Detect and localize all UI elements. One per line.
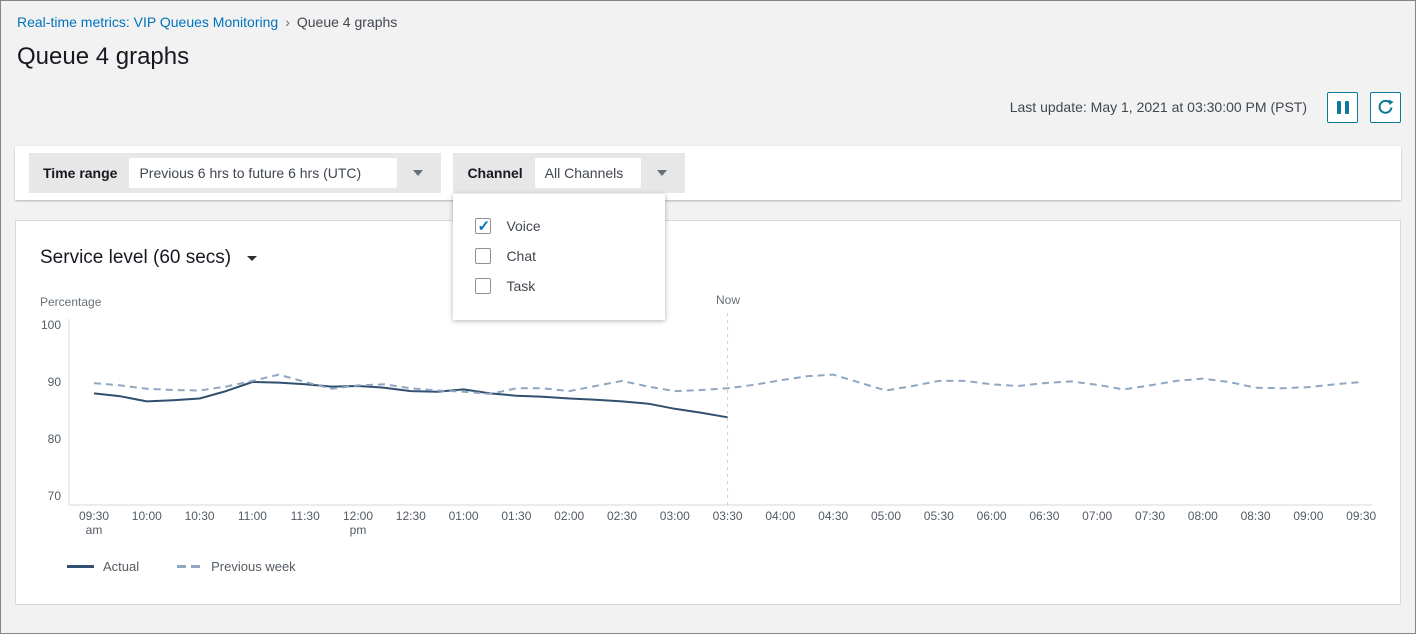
legend-item-previous-week: Previous week bbox=[177, 559, 296, 574]
time-range-caret-icon[interactable] bbox=[413, 170, 424, 176]
now-label: Now bbox=[715, 293, 741, 307]
chart-title-row: Service level (60 secs) bbox=[40, 247, 1376, 269]
task-checkbox[interactable] bbox=[475, 278, 492, 294]
svg-text:07:30: 07:30 bbox=[1135, 509, 1165, 523]
svg-text:08:30: 08:30 bbox=[1241, 509, 1271, 523]
svg-text:08:00: 08:00 bbox=[1188, 509, 1218, 523]
legend-label-previous-week: Previous week bbox=[211, 559, 296, 574]
svg-text:01:00: 01:00 bbox=[449, 509, 479, 523]
svg-text:09:30: 09:30 bbox=[1346, 509, 1376, 523]
legend-label-actual: Actual bbox=[103, 559, 140, 574]
breadcrumb-current: Queue 4 graphs bbox=[296, 14, 398, 30]
svg-text:100: 100 bbox=[41, 318, 61, 332]
breadcrumb-link-realtime-metrics[interactable]: Real-time metrics: VIP Queues Monitoring bbox=[17, 14, 279, 30]
voice-checkbox[interactable] bbox=[475, 217, 492, 235]
chart-title-caret-icon[interactable] bbox=[247, 255, 258, 261]
breadcrumb: Real-time metrics: VIP Queues Monitoring… bbox=[1, 1, 1415, 30]
channel-option-voice[interactable]: Voice bbox=[475, 217, 665, 235]
previous-week-line-swatch-icon bbox=[177, 565, 203, 568]
svg-text:05:30: 05:30 bbox=[924, 509, 954, 523]
svg-text:11:00: 11:00 bbox=[238, 509, 267, 523]
svg-text:06:00: 06:00 bbox=[977, 509, 1007, 523]
svg-text:70: 70 bbox=[48, 489, 62, 503]
page-title: Queue 4 graphs bbox=[17, 43, 190, 70]
svg-text:11:30: 11:30 bbox=[291, 509, 320, 523]
svg-text:04:30: 04:30 bbox=[818, 509, 848, 523]
time-range-select[interactable]: Previous 6 hrs to future 6 hrs (UTC) bbox=[129, 158, 398, 188]
channel-option-task[interactable]: Task bbox=[475, 278, 665, 294]
channel-filter: Channel All Channels Voice Chat Task bbox=[453, 153, 685, 320]
channel-dropdown: Voice Chat Task bbox=[453, 194, 666, 320]
update-row: Last update: May 1, 2021 at 03:30:00 PM … bbox=[1, 91, 1415, 123]
service-level-panel: Service level (60 secs) Percentage Now 1… bbox=[15, 220, 1401, 605]
svg-text:03:30: 03:30 bbox=[713, 509, 743, 523]
channel-label: Channel bbox=[467, 165, 523, 181]
svg-text:05:00: 05:00 bbox=[871, 509, 901, 523]
time-range-label: Time range bbox=[43, 165, 118, 181]
svg-text:01:30: 01:30 bbox=[501, 509, 531, 523]
svg-text:90: 90 bbox=[48, 375, 62, 389]
task-option-label: Task bbox=[506, 278, 536, 294]
refresh-button[interactable] bbox=[1370, 91, 1401, 123]
service-level-chart: 100 90 80 70 09:30 am 10:00 10:30 11:00 11:30 12:0… bbox=[41, 313, 1377, 537]
chart-title: Service level (60 secs) bbox=[40, 247, 232, 268]
svg-text:07:00: 07:00 bbox=[1082, 509, 1112, 523]
voice-option-label: Voice bbox=[506, 218, 541, 234]
svg-text:12:30: 12:30 bbox=[396, 509, 426, 523]
svg-text:02:00: 02:00 bbox=[554, 509, 584, 523]
channel-select[interactable]: All Channels bbox=[534, 158, 641, 188]
chart-labels-row: Percentage Now bbox=[40, 293, 1376, 309]
filter-bar: Time range Previous 6 hrs to future 6 hr… bbox=[15, 146, 1401, 320]
svg-text:04:00: 04:00 bbox=[765, 509, 795, 523]
svg-text:06:30: 06:30 bbox=[1029, 509, 1059, 523]
last-update-text: Last update: May 1, 2021 at 03:30:00 PM … bbox=[1009, 99, 1307, 115]
legend-item-actual: Actual bbox=[67, 559, 139, 574]
svg-text:02:30: 02:30 bbox=[607, 509, 637, 523]
time-range-filter: Time range Previous 6 hrs to future 6 hr… bbox=[29, 153, 442, 193]
chat-checkbox[interactable] bbox=[475, 248, 492, 264]
actual-line-swatch-icon bbox=[67, 565, 94, 568]
svg-text:80: 80 bbox=[48, 432, 62, 446]
channel-option-chat[interactable]: Chat bbox=[475, 248, 665, 264]
svg-text:09:00: 09:00 bbox=[1293, 509, 1323, 523]
chat-option-label: Chat bbox=[506, 248, 537, 264]
svg-text:10:30: 10:30 bbox=[185, 509, 215, 523]
pause-icon bbox=[1336, 100, 1349, 114]
pause-button[interactable] bbox=[1327, 91, 1358, 123]
channel-caret-icon[interactable] bbox=[656, 170, 667, 176]
breadcrumb-separator-icon: › bbox=[285, 14, 290, 30]
svg-text:10:00: 10:00 bbox=[132, 509, 162, 523]
refresh-icon bbox=[1378, 99, 1394, 114]
y-axis-unit-label: Percentage bbox=[40, 295, 102, 309]
svg-text:03:00: 03:00 bbox=[660, 509, 690, 523]
chart-legend: Actual Previous week bbox=[67, 559, 1376, 574]
